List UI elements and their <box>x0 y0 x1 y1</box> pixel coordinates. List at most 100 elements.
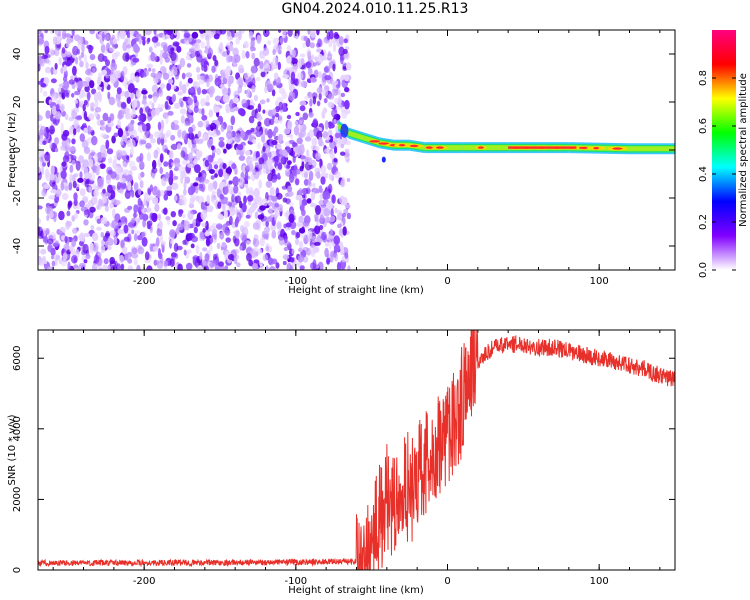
noise-blob <box>309 244 317 255</box>
noise-blob <box>314 56 318 62</box>
noise-blob <box>328 215 336 223</box>
noise-blob <box>39 85 43 94</box>
noise-blob <box>327 93 335 100</box>
noise-blob <box>173 166 179 172</box>
noise-blob <box>97 251 103 257</box>
noise-blob <box>294 145 301 153</box>
noise-blob <box>264 128 268 136</box>
noise-blob <box>301 194 306 199</box>
noise-blob <box>311 77 317 83</box>
noise-blob <box>189 88 195 93</box>
noise-blob <box>141 72 147 78</box>
noise-blob <box>339 195 345 204</box>
noise-blob <box>278 149 286 155</box>
noise-blob <box>299 198 303 207</box>
noise-blob <box>296 168 301 175</box>
noise-blob <box>92 263 98 270</box>
noise-blob <box>217 213 224 220</box>
noise-blob <box>328 30 334 40</box>
noise-blob <box>66 37 72 45</box>
noise-blob <box>147 188 152 196</box>
noise-blob <box>247 105 254 110</box>
noise-blob <box>204 159 209 167</box>
noise-blob <box>273 155 280 162</box>
noise-blob <box>329 150 335 160</box>
noise-blob <box>51 93 57 99</box>
noise-blob <box>142 98 147 103</box>
noise-blob <box>286 164 291 170</box>
noise-blob <box>104 205 109 212</box>
noise-blob <box>250 38 255 49</box>
signal-onset <box>340 123 349 138</box>
noise-blob <box>170 51 177 62</box>
noise-blob <box>191 46 195 51</box>
noise-blob <box>332 42 337 53</box>
noise-blob <box>287 120 293 130</box>
noise-blob <box>201 222 207 227</box>
noise-blob <box>316 42 321 48</box>
noise-blob <box>265 220 270 227</box>
signal-dropout <box>381 156 386 163</box>
noise-blob <box>259 99 266 105</box>
noise-blob <box>170 83 177 90</box>
noise-blob <box>248 259 254 267</box>
noise-blob <box>289 265 294 270</box>
noise-blob <box>84 76 91 82</box>
noise-blob <box>207 205 214 213</box>
noise-blob <box>346 212 351 220</box>
noise-blob <box>328 123 335 129</box>
noise-blob <box>235 37 240 45</box>
noise-blob <box>174 162 181 168</box>
signal-band-segment <box>348 130 365 141</box>
noise-blob <box>306 149 310 157</box>
noise-blob <box>82 159 90 169</box>
noise-blob <box>114 98 119 104</box>
noise-blob <box>316 48 322 53</box>
noise-blob <box>100 244 106 254</box>
noise-blob <box>106 148 114 155</box>
noise-blob <box>166 82 172 91</box>
noise-blob <box>180 115 185 124</box>
noise-blob <box>259 50 264 59</box>
noise-blob <box>272 56 278 66</box>
noise-blob <box>172 124 180 131</box>
noise-blob <box>68 182 73 191</box>
noise-blob <box>254 211 259 219</box>
noise-blob <box>94 106 102 113</box>
noise-blob <box>127 122 134 132</box>
noise-blob <box>210 175 215 180</box>
noise-blob <box>212 161 219 166</box>
noise-blob <box>244 183 248 188</box>
noise-blob <box>283 127 291 135</box>
noise-blob <box>67 201 72 209</box>
noise-blob <box>269 187 275 197</box>
noise-blob <box>307 230 313 240</box>
noise-blob <box>278 30 282 33</box>
noise-blob <box>73 173 79 178</box>
noise-blob <box>302 220 310 227</box>
noise-blob <box>137 217 141 223</box>
noise-blob <box>344 148 350 153</box>
noise-blob <box>271 195 278 202</box>
noise-blob <box>315 146 320 152</box>
noise-blob <box>84 209 89 215</box>
noise-blob <box>253 94 258 102</box>
noise-blob <box>197 130 202 138</box>
figure-title: GN04.2024.010.11.25.R13 <box>281 1 469 17</box>
noise-blob <box>272 37 280 45</box>
noise-blob <box>163 207 168 215</box>
noise-blob <box>316 216 320 227</box>
noise-blob <box>133 258 138 266</box>
noise-blob <box>67 142 71 148</box>
colorbar-gradient <box>712 30 736 270</box>
noise-blob <box>276 221 282 229</box>
x-tick-label: -100 <box>284 276 307 287</box>
noise-blob <box>76 125 81 133</box>
noise-blob <box>38 30 42 35</box>
noise-blob <box>98 198 103 207</box>
noise-blob <box>218 261 224 267</box>
noise-blob <box>156 227 163 237</box>
noise-blob <box>196 150 201 161</box>
noise-blob <box>163 161 169 167</box>
noise-blob <box>45 230 49 235</box>
